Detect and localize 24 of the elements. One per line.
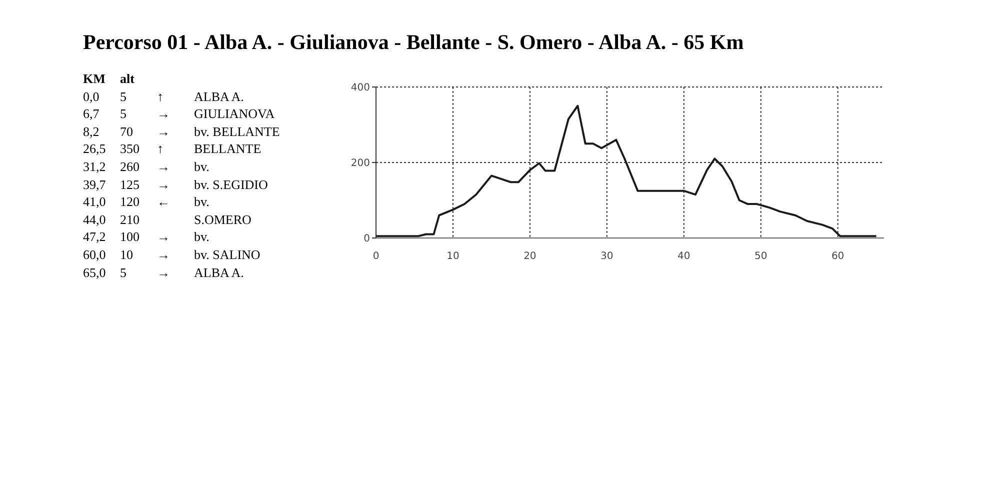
text: 6,7 5 → GIULIANOVA [83,105,276,123]
y-tick-label: 200 [350,158,370,170]
text: 65,0 5 → ALBA A. [83,264,245,282]
y-tick-label: 0 [364,234,370,245]
x-tick-label: 40 [678,251,690,262]
x-tick-label: 20 [524,251,536,262]
y-tick-label: 400 [350,82,370,94]
text: KM alt [83,70,136,88]
x-tick-label: 60 [831,251,844,262]
text: 39,7 125 → bv. S.EGIDIO [83,176,269,194]
text: 60,0 10 → bv. SALINO [83,246,262,264]
text: 44,0 210 S.OMERO [83,210,252,228]
line-series [376,104,878,238]
x-tick-label: 0 [372,251,380,262]
text: 0,0 5 ↑ ALBA A. [83,88,245,106]
text: 26,5 350 ↑ BELLANTE [83,140,262,158]
x-tick-label: 30 [600,251,614,262]
x-tick-label: 10 [446,251,460,262]
text: 31,2 260 → bv. [83,158,210,176]
text: 41,0 120 ← bv. [83,193,210,211]
text: 47,2 100 → bv. [83,228,210,246]
chart-title: Percorso 01 - Alba A. - Giulianova - Bellante - S. Omero - Alba A. - 65 Km [83,30,744,55]
text: 8,2 70 → bv. BELLANTE [83,122,280,140]
x-tick-label: 50 [754,251,768,262]
